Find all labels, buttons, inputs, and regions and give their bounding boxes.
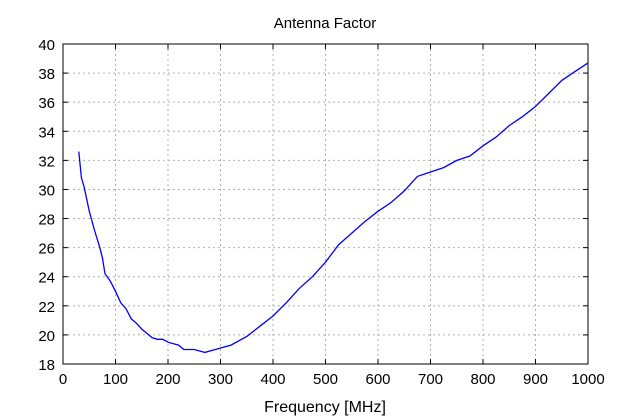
- y-tick-label: 18: [38, 357, 55, 374]
- x-tick-label: 0: [59, 371, 67, 388]
- x-tick-label: 100: [103, 371, 128, 388]
- y-tick-label: 28: [38, 212, 55, 229]
- x-tick-label: 400: [260, 371, 285, 388]
- x-tick-label: 800: [470, 371, 495, 388]
- series-line-antenna-factor: [78, 62, 589, 354]
- x-tick-label: 500: [313, 371, 338, 388]
- chart-title: Antenna Factor: [274, 15, 377, 32]
- grid: [62, 43, 589, 365]
- y-tick-label: 38: [38, 66, 55, 83]
- y-tick-label: 26: [38, 241, 55, 258]
- x-axis-label: Frequency [MHz]: [264, 399, 386, 416]
- x-tick-label: 300: [208, 371, 233, 388]
- x-tick-label: 900: [523, 371, 548, 388]
- y-tick-label: 30: [38, 182, 55, 199]
- ticks: 0 100 200 300 400 500 600 700 800 900 1000 18 20 22 24…: [38, 37, 604, 388]
- y-tick-label: 36: [38, 95, 55, 112]
- x-tick-label: 600: [365, 371, 390, 388]
- y-tick-label: 34: [38, 124, 55, 141]
- x-tick-label: 700: [418, 371, 443, 388]
- y-tick-label: 20: [38, 328, 55, 345]
- y-tick-label: 24: [38, 270, 55, 287]
- y-tick-label: 32: [38, 153, 55, 170]
- plot-frame: [62, 43, 589, 365]
- x-tick-label: 200: [155, 371, 180, 388]
- x-tick-label: 1000: [571, 371, 604, 388]
- y-tick-label: 40: [38, 37, 55, 54]
- y-tick-label: 22: [38, 299, 55, 316]
